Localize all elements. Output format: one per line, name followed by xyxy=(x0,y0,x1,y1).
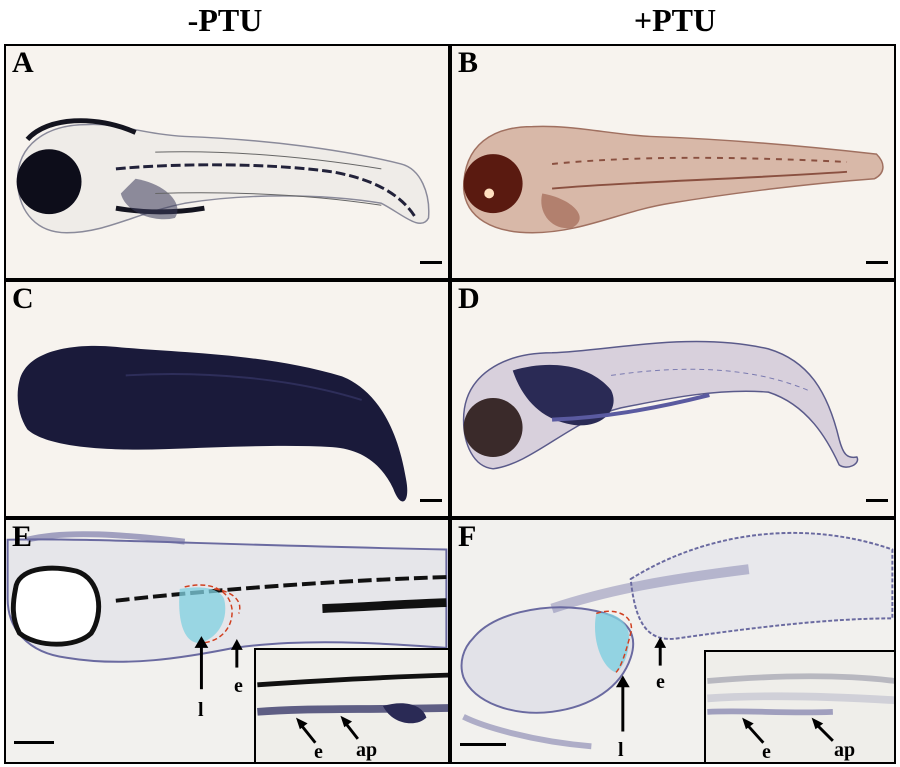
panel-c: C xyxy=(4,280,450,518)
panel-letter: F xyxy=(458,520,477,553)
panel-a: A xyxy=(4,44,450,280)
larva-image-c xyxy=(17,345,408,502)
scale-bar xyxy=(420,261,442,264)
larva-image-a xyxy=(16,118,430,234)
larva-image-b xyxy=(462,125,884,234)
panel-letter: D xyxy=(458,282,480,315)
inset-e: e ap xyxy=(254,648,448,763)
panel-d: D xyxy=(450,280,896,518)
column-header-plus-ptu: +PTU xyxy=(633,2,717,38)
inset-f: e ap xyxy=(704,650,894,763)
larva-image-d xyxy=(462,340,859,470)
label-e: e xyxy=(234,675,243,697)
column-header-minus-ptu: -PTU xyxy=(187,2,263,38)
label-l: l xyxy=(618,739,624,761)
scale-bar xyxy=(866,499,888,502)
panel-b: B xyxy=(450,44,896,280)
label-e: e xyxy=(656,671,665,693)
section-image-e xyxy=(6,531,448,690)
scale-bar xyxy=(14,741,54,744)
section-image-f xyxy=(460,531,894,750)
inset-label-ap: ap xyxy=(356,739,378,761)
scale-bar xyxy=(460,743,506,746)
inset-label-e: e xyxy=(314,741,323,763)
inset-image-f xyxy=(707,673,894,744)
scale-bar xyxy=(866,261,888,264)
panel-f: F l e e ap xyxy=(450,518,896,764)
scale-bar xyxy=(420,499,442,502)
panel-letter: B xyxy=(458,46,479,79)
inset-image-e xyxy=(257,672,448,744)
panel-letter: C xyxy=(12,282,34,315)
panel-e: E l e e ap xyxy=(4,518,450,764)
panel-letter: A xyxy=(12,46,34,79)
inset-label-e: e xyxy=(762,741,771,763)
label-l: l xyxy=(198,699,204,721)
inset-label-ap: ap xyxy=(834,739,856,761)
panel-letter: E xyxy=(12,520,33,553)
